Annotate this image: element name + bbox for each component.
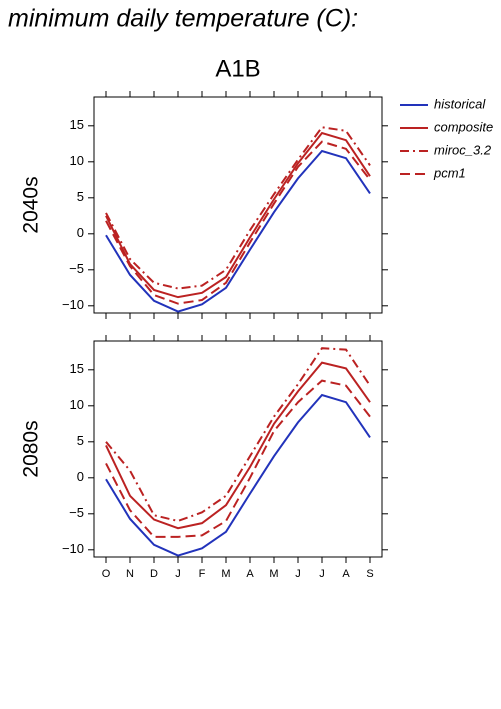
- y-tick-label: −10: [62, 297, 84, 312]
- y-tick-label: −10: [62, 541, 84, 556]
- x-tick-label: N: [126, 568, 134, 580]
- x-tick-label: S: [366, 568, 373, 580]
- x-tick-label: F: [199, 568, 206, 580]
- panel-title: A1B: [215, 55, 260, 82]
- plot-frame: [93, 340, 383, 558]
- y-tick-label: 5: [77, 189, 84, 204]
- y-tick-label: −5: [69, 505, 84, 520]
- x-tick-label: J: [175, 568, 181, 580]
- y-tick-label: 10: [70, 153, 84, 168]
- y-tick-label: −5: [69, 261, 84, 276]
- plot-frame: [93, 96, 383, 314]
- series-line: [105, 379, 371, 538]
- x-tick-label: D: [150, 568, 158, 580]
- series-line: [105, 149, 371, 313]
- y-tick-label: 0: [77, 225, 84, 240]
- x-tick-label: M: [221, 568, 230, 580]
- legend-label: miroc_3.2: [434, 142, 492, 157]
- series-line: [105, 347, 371, 523]
- y-tick-label: 15: [70, 361, 84, 376]
- series-line: [105, 126, 371, 290]
- page-title: minimum daily temperature (C):: [8, 5, 358, 33]
- series-line: [105, 140, 371, 305]
- y-tick-label: 15: [70, 117, 84, 132]
- y-tick-label: 0: [77, 469, 84, 484]
- y-axis-label: 2080s: [20, 420, 43, 477]
- legend-label: composite: [434, 119, 493, 134]
- x-tick-label: M: [269, 568, 278, 580]
- x-tick-label: O: [102, 568, 111, 580]
- x-tick-label: A: [246, 568, 254, 580]
- series-line: [105, 393, 371, 557]
- x-tick-label: A: [342, 568, 350, 580]
- legend-label: historical: [434, 96, 486, 111]
- legend-label: pcm1: [433, 165, 466, 180]
- y-axis-label: 2040s: [20, 176, 43, 233]
- series-line: [105, 361, 371, 530]
- series-line: [105, 131, 371, 299]
- x-tick-label: J: [295, 568, 301, 580]
- x-tick-label: J: [319, 568, 325, 580]
- y-tick-label: 10: [70, 397, 84, 412]
- y-tick-label: 5: [77, 433, 84, 448]
